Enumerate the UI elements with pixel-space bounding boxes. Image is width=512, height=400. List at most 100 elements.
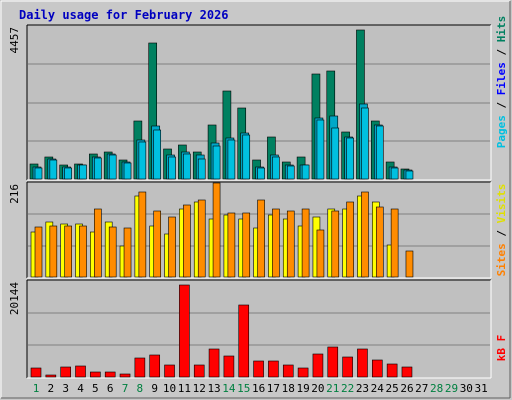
day-label: 7 xyxy=(122,382,129,395)
bar-pages xyxy=(138,141,147,180)
bar-pages xyxy=(375,125,384,180)
bar-sites xyxy=(94,208,102,278)
bar-sites xyxy=(375,206,384,278)
day-label: 31 xyxy=(475,382,488,395)
bar-pages xyxy=(64,167,72,180)
panel-hits_files_pages: 4457 xyxy=(8,24,492,181)
bar-kbytes xyxy=(327,346,339,378)
bar-sites xyxy=(49,225,58,278)
day-label: 28 xyxy=(430,382,443,395)
bar-kbytes xyxy=(253,360,264,378)
day-label: 5 xyxy=(92,382,99,395)
bar-pages xyxy=(301,164,310,180)
day-label: 18 xyxy=(282,382,295,395)
legend-part: Hits xyxy=(495,16,508,43)
bar-kbytes xyxy=(104,371,116,378)
bar-sites xyxy=(346,201,354,278)
bar-sites xyxy=(123,227,132,278)
bar-pages xyxy=(197,158,206,180)
bar-kbytes xyxy=(386,363,398,378)
day-label: 4 xyxy=(77,382,84,395)
day-label: 11 xyxy=(178,382,191,395)
bar-sites xyxy=(64,225,72,278)
legend-part: Sites xyxy=(495,243,508,276)
bar-sites xyxy=(34,226,43,278)
bar-pages xyxy=(34,167,43,180)
bar-pages xyxy=(257,167,265,180)
bar-pages xyxy=(183,153,191,180)
bar-sites xyxy=(212,182,221,278)
day-label: 10 xyxy=(163,382,176,395)
chart-title: Daily usage for February 2026 xyxy=(19,8,229,22)
bar-kbytes xyxy=(312,353,324,378)
day-label: 29 xyxy=(445,382,458,395)
day-label: 20 xyxy=(311,382,324,395)
day-label: 6 xyxy=(107,382,114,395)
bar-kbytes xyxy=(208,348,220,378)
bar-sites xyxy=(390,208,399,278)
legend-part: Pages xyxy=(495,115,508,148)
bar-sites xyxy=(138,191,147,278)
bar-sites xyxy=(168,216,176,278)
bar-pages xyxy=(331,127,340,180)
day-label: 24 xyxy=(371,382,385,395)
bar-sites xyxy=(183,204,191,278)
bar-kbytes xyxy=(119,373,131,378)
scale-max-label: 216 xyxy=(8,184,21,204)
bar-kbytes xyxy=(268,360,279,378)
bar-sites xyxy=(197,199,206,278)
bar-pages xyxy=(94,157,102,180)
bar-sites xyxy=(361,191,369,278)
panel-kbytes: 20144 xyxy=(8,279,492,379)
day-label: 21 xyxy=(326,382,339,395)
day-label: 3 xyxy=(62,382,69,395)
bar-kbytes xyxy=(238,304,250,378)
bar-kbytes xyxy=(179,284,190,378)
bar-sites xyxy=(301,208,310,278)
bar-kbytes xyxy=(357,348,368,378)
day-label: 30 xyxy=(460,382,473,395)
day-label: 19 xyxy=(296,382,309,395)
bar-kbytes xyxy=(342,356,353,378)
day-label: 1 xyxy=(33,382,40,395)
bar-kbytes xyxy=(60,366,71,378)
day-label: 26 xyxy=(400,382,413,395)
bar-kbytes xyxy=(90,371,101,378)
bar-sites xyxy=(286,210,295,278)
scale-max-label: 20144 xyxy=(8,282,21,315)
bar-pages xyxy=(272,156,280,180)
legend-part: / xyxy=(495,223,508,243)
day-label: 17 xyxy=(267,382,280,395)
bar-sites xyxy=(227,212,236,278)
day-label: 9 xyxy=(151,382,158,395)
bar-sites xyxy=(79,225,87,278)
chart-panels: 4457 216 20144 Pages / Files / Hits Sites / … xyxy=(8,16,508,379)
bar-pages xyxy=(390,167,399,180)
bar-kbytes xyxy=(149,354,161,378)
day-label: 12 xyxy=(193,382,206,395)
bar-pages xyxy=(227,139,236,180)
panel-visits_sites: 216 xyxy=(8,181,492,279)
legend-top: Pages / Files / Hits xyxy=(495,16,508,149)
bar-pages xyxy=(153,129,162,180)
day-label: 23 xyxy=(356,382,369,395)
bar-pages xyxy=(242,134,251,180)
day-label: 2 xyxy=(48,382,55,395)
scale-max-label: 4457 xyxy=(8,27,21,54)
bar-kbytes xyxy=(282,364,294,378)
bar-kbytes xyxy=(401,366,413,378)
bar-pages xyxy=(212,145,221,180)
bar-pages xyxy=(168,156,176,180)
bar-kbytes xyxy=(134,357,146,378)
bar-kbytes xyxy=(223,355,235,378)
bar-sites xyxy=(331,210,340,278)
bar-pages xyxy=(316,119,325,180)
bar-kbytes xyxy=(30,367,42,378)
bar-sites xyxy=(272,208,280,278)
bar-pages xyxy=(49,159,58,180)
bar-pages xyxy=(286,165,295,180)
day-label: 22 xyxy=(341,382,354,395)
bar-sites xyxy=(316,229,325,278)
bar-kbytes xyxy=(45,374,57,378)
bar-sites xyxy=(153,210,162,278)
